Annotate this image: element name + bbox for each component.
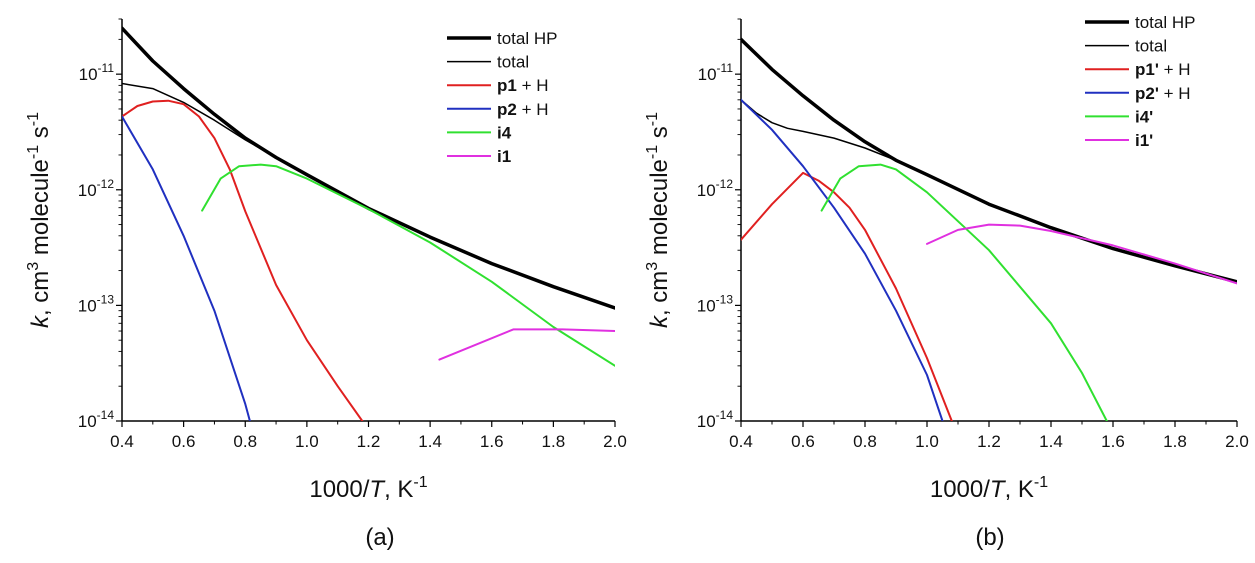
legend-label-i1: i1 <box>497 147 511 166</box>
x-tick-label: 1.2 <box>357 432 381 451</box>
x-tick-label: 1.0 <box>915 432 939 451</box>
series-line-i1 <box>926 223 1237 285</box>
legend-label-i4: i4 <box>497 123 512 142</box>
legend-label-i4: i4' <box>1135 107 1153 126</box>
y-tick-label: 10-13 <box>78 292 115 315</box>
x-tick-label: 2.0 <box>1225 432 1249 451</box>
chart-panel-a: 0.4 0.6 0.8 1.0 1.2 1.4 1.6 1.8 2.0 10-11 10-12 10-… <box>25 18 627 551</box>
y-tick-label: 10-14 <box>78 408 115 431</box>
plot-area <box>122 26 615 421</box>
legend-label-total: total <box>1135 37 1167 56</box>
legend-label-p1-h: p1' + H <box>1135 60 1191 79</box>
x-tick-label: 1.6 <box>1101 432 1125 451</box>
legend-label-p2-h: p2 + H <box>497 100 549 119</box>
series-line-total <box>122 82 370 210</box>
chart-panel-b: 0.4 0.6 0.8 1.0 1.2 1.4 1.6 1.8 2.0 10-11 10-12 10-… <box>644 13 1249 551</box>
x-tick-label: 1.6 <box>480 432 504 451</box>
series-line-i4 <box>201 163 615 367</box>
x-tick-label: 0.4 <box>110 432 134 451</box>
legend-label-p1-h: p1 + H <box>497 76 549 95</box>
y-tick-label: 10-11 <box>79 61 115 84</box>
legend: total HP total p1' + H p2' + H i4' i1' <box>1085 13 1195 150</box>
x-tick-label: 1.0 <box>295 432 319 451</box>
legend-label-total: total <box>497 53 529 72</box>
y-axis-label: k, cm3 molecule-1 s-1 <box>644 112 673 328</box>
y-tick-label: 10-14 <box>697 408 734 431</box>
y-axis-label: k, cm3 molecule-1 s-1 <box>25 112 54 328</box>
x-tick-label: 0.8 <box>853 432 877 451</box>
legend-label-total-hp: total HP <box>497 29 557 48</box>
x-tick-label: 1.4 <box>1039 432 1063 451</box>
plot-area <box>741 37 1237 421</box>
x-tick-label: 0.4 <box>729 432 753 451</box>
y-tick-label: 10-13 <box>697 292 734 315</box>
x-tick-label: 0.6 <box>172 432 196 451</box>
series-line-p1-h <box>741 171 953 421</box>
x-tick-label: 1.2 <box>977 432 1001 451</box>
legend-label-total-hp: total HP <box>1135 13 1195 32</box>
x-axis-label: 1000/T, K-1 <box>930 474 1048 503</box>
series-line-i4 <box>820 163 1108 421</box>
series-line-i1 <box>438 328 615 361</box>
series-line-p2-h <box>122 115 251 421</box>
series-line-p2-h <box>741 98 944 421</box>
x-tick-label: 1.4 <box>418 432 442 451</box>
legend: total HP total p1 + H p2 + H i4 i1 <box>447 29 557 166</box>
legend-label-p2-h: p2' + H <box>1135 84 1191 103</box>
x-tick-label: 0.8 <box>233 432 257 451</box>
panel-label: (b) <box>975 524 1004 551</box>
panel-label: (a) <box>365 524 394 551</box>
y-tick-label: 10-12 <box>78 177 115 200</box>
x-tick-label: 2.0 <box>603 432 627 451</box>
legend-label-i1: i1' <box>1135 131 1153 150</box>
y-tick-label: 10-11 <box>698 61 734 84</box>
x-tick-label: 0.6 <box>791 432 815 451</box>
x-tick-label: 1.8 <box>542 432 566 451</box>
series-line-total <box>741 99 928 176</box>
x-tick-label: 1.8 <box>1163 432 1187 451</box>
series-line-p1-h <box>122 99 364 421</box>
x-axis-label: 1000/T, K-1 <box>309 474 427 503</box>
y-tick-label: 10-12 <box>697 177 734 200</box>
